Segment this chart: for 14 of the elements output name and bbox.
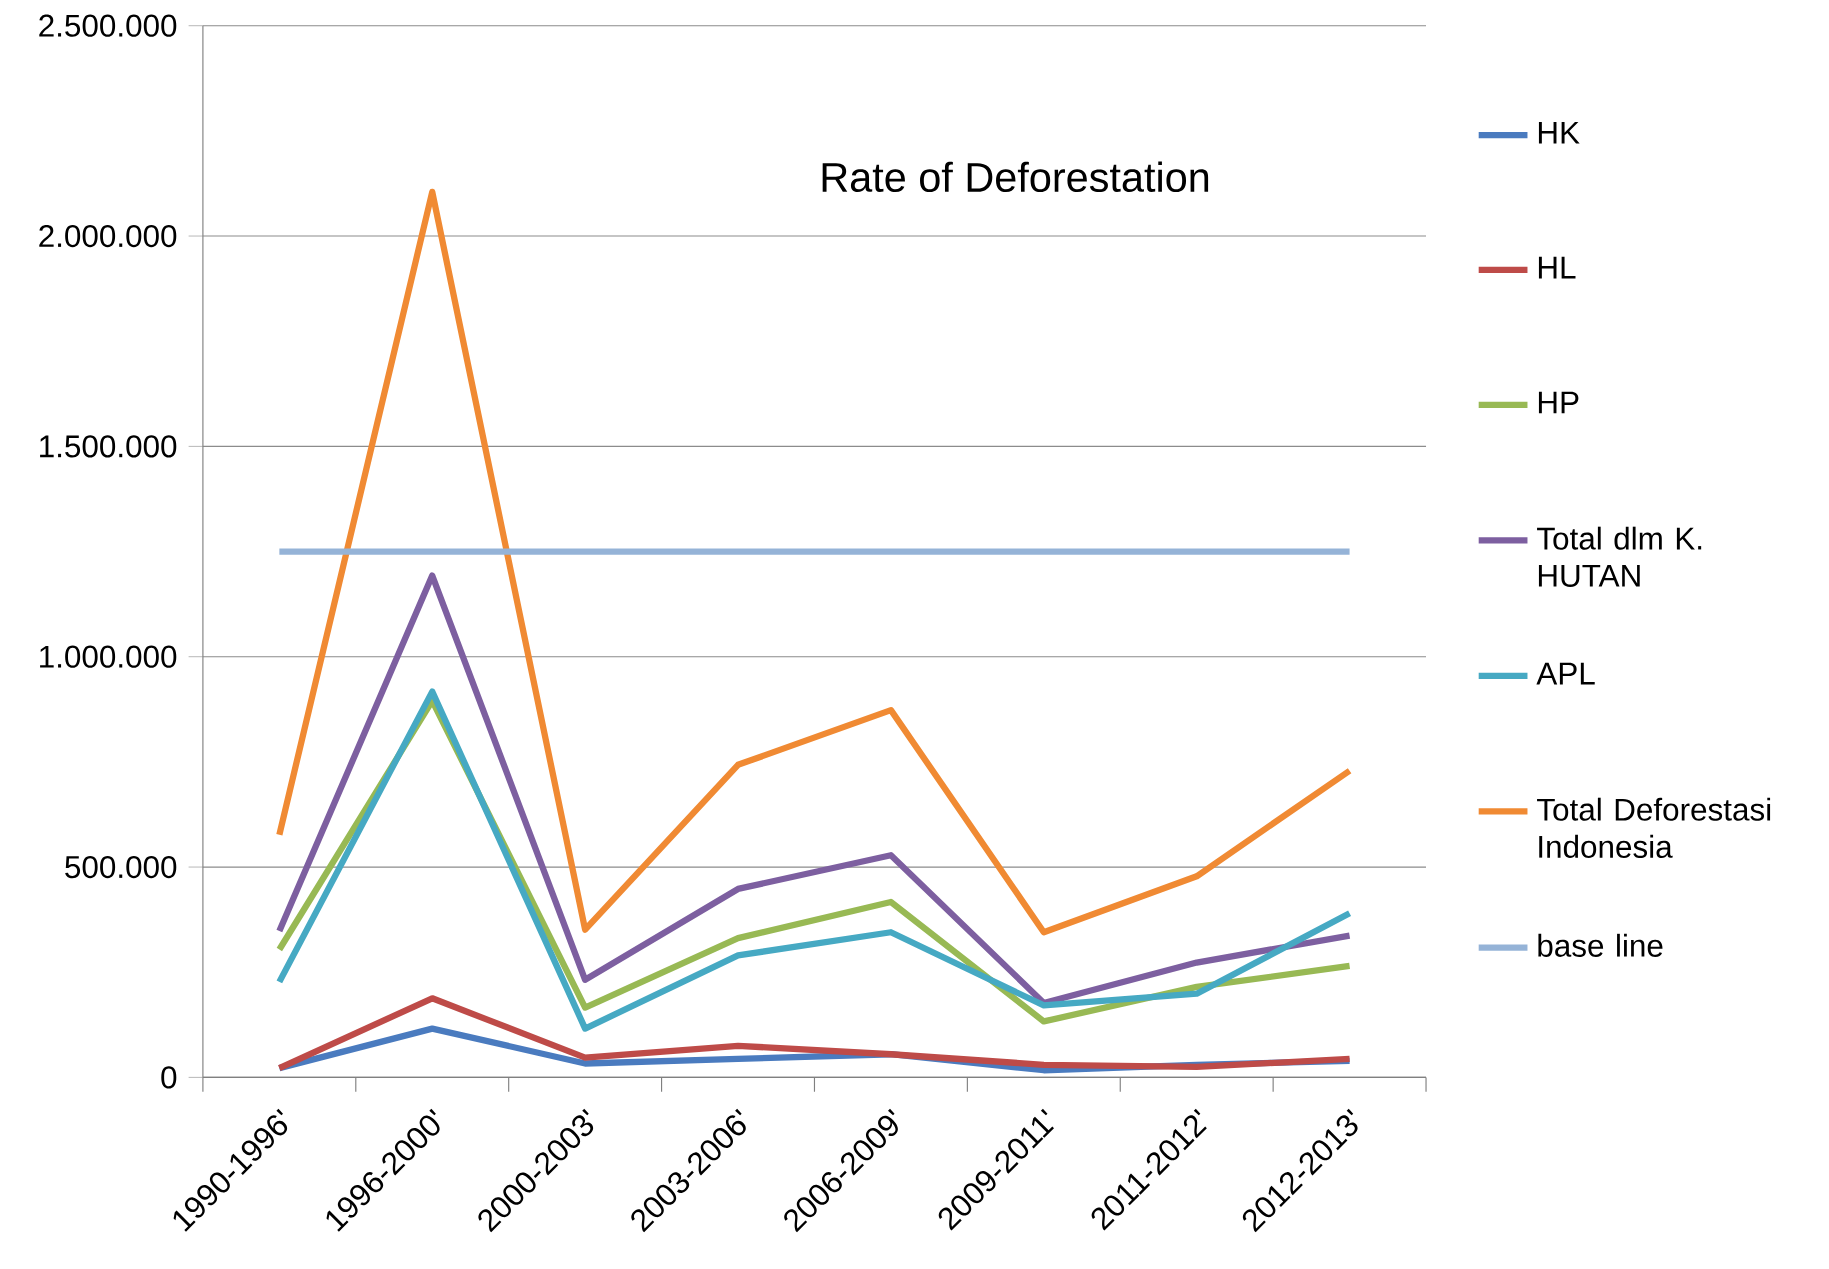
legend-label: base line [1538,933,1663,957]
y-tick-label: 1.000.000 [40,645,177,668]
legend-label: APL [1536,662,1595,685]
y-tick-label: 0 [161,1066,177,1089]
legend-label: HP [1538,391,1579,414]
y-tick-label: 1.500.000 [40,435,177,458]
y-tick-label: 2.000.000 [39,225,177,248]
legend-label: HL [1538,256,1576,279]
legend-label: HK [1538,121,1580,144]
legend-label: Total Deforestasi Indonesia [1537,797,1771,859]
y-tick-label: 500.000 [65,856,177,879]
text: Rate of Deforestation [822,161,1209,193]
y-tick-label: 2.500.000 [39,14,177,37]
legend-label: Total dlm K. HUTAN [1537,526,1702,587]
